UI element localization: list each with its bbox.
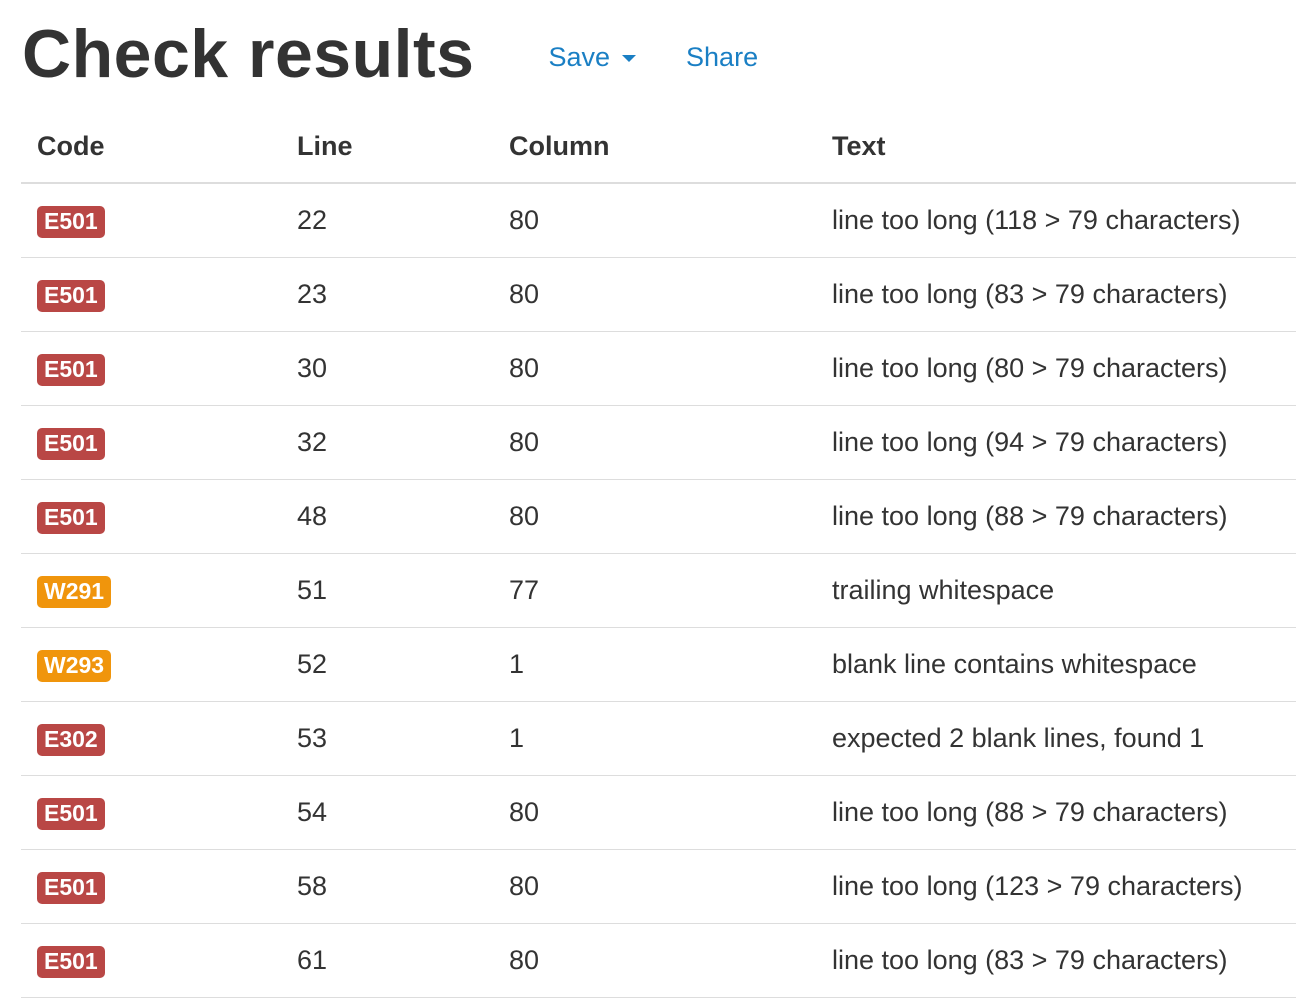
table-row: W293 52 1 blank line contains whitespace: [21, 627, 1296, 702]
share-link[interactable]: Share: [686, 41, 759, 72]
caret-down-icon: [622, 55, 637, 62]
column-cell: 1: [493, 701, 816, 776]
column-cell: 80: [493, 479, 816, 554]
code-cell: E501: [21, 849, 281, 924]
code-cell: E501: [21, 257, 281, 332]
column-header-line: Line: [281, 110, 493, 184]
save-dropdown-button[interactable]: Save: [548, 41, 637, 73]
error-code-badge: E501: [37, 353, 105, 386]
table-row: E501 61 80 line too long (83 > 79 character…: [21, 923, 1296, 998]
header-row: Code Line Column Text: [21, 110, 1296, 184]
column-header-column: Column: [493, 110, 816, 184]
results-table-head: Code Line Column Text: [21, 110, 1296, 184]
code-cell: E302: [21, 701, 281, 776]
error-code-badge: E501: [37, 501, 105, 534]
line-cell: 51: [281, 553, 493, 628]
header-actions: Save Share: [548, 42, 758, 73]
column-cell: 80: [493, 183, 816, 258]
column-cell: 80: [493, 849, 816, 924]
code-cell: W291: [21, 553, 281, 628]
column-cell: 80: [493, 405, 816, 480]
line-cell: 22: [281, 183, 493, 258]
text-cell: line too long (88 > 79 characters): [816, 479, 1296, 554]
column-cell: 80: [493, 331, 816, 406]
line-cell: 52: [281, 627, 493, 702]
column-header-text: Text: [816, 110, 1296, 184]
header: Check results Save Share: [22, 6, 758, 102]
column-cell: 80: [493, 775, 816, 850]
line-cell: 30: [281, 331, 493, 406]
error-code-badge: E501: [37, 871, 105, 904]
table-row: E302 53 1 expected 2 blank lines, found 1: [21, 701, 1296, 776]
table-row: W291 51 77 trailing whitespace: [21, 553, 1296, 628]
text-cell: line too long (94 > 79 characters): [816, 405, 1296, 480]
code-cell: E501: [21, 183, 281, 258]
line-cell: 48: [281, 479, 493, 554]
line-cell: 23: [281, 257, 493, 332]
line-cell: 58: [281, 849, 493, 924]
text-cell: line too long (83 > 79 characters): [816, 923, 1296, 998]
text-cell: line too long (118 > 79 characters): [816, 183, 1296, 258]
line-cell: 32: [281, 405, 493, 480]
table-row: E501 54 80 line too long (88 > 79 character…: [21, 775, 1296, 850]
line-cell: 53: [281, 701, 493, 776]
text-cell: blank line contains whitespace: [816, 627, 1296, 702]
table-row: E501 48 80 line too long (88 > 79 character…: [21, 479, 1296, 554]
text-cell: line too long (80 > 79 characters): [816, 331, 1296, 406]
warning-code-badge: W291: [37, 575, 112, 608]
table-row: E501 30 80 line too long (80 > 79 character…: [21, 331, 1296, 406]
save-label: Save: [548, 41, 611, 72]
error-code-badge: E501: [37, 797, 105, 830]
error-code-badge: E302: [37, 723, 105, 756]
error-code-badge: E501: [37, 205, 105, 238]
code-cell: W293: [21, 627, 281, 702]
code-cell: E501: [21, 331, 281, 406]
line-cell: 54: [281, 775, 493, 850]
code-cell: E501: [21, 923, 281, 998]
table-row: E501 23 80 line too long (83 > 79 character…: [21, 257, 1296, 332]
results-table: Code Line Column Text E501 22 80 line too l…: [21, 110, 1296, 998]
table-row: E501 22 80 line too long (118 > 79 characte…: [21, 183, 1296, 258]
line-cell: 61: [281, 923, 493, 998]
text-cell: line too long (83 > 79 characters): [816, 257, 1296, 332]
text-cell: line too long (88 > 79 characters): [816, 775, 1296, 850]
column-cell: 1: [493, 627, 816, 702]
text-cell: expected 2 blank lines, found 1: [816, 701, 1296, 776]
text-cell: trailing whitespace: [816, 553, 1296, 628]
page-title: Check results: [22, 16, 475, 92]
warning-code-badge: W293: [37, 649, 112, 682]
column-cell: 77: [493, 553, 816, 628]
code-cell: E501: [21, 479, 281, 554]
error-code-badge: E501: [37, 279, 105, 312]
error-code-badge: E501: [37, 427, 105, 460]
results-table-body: E501 22 80 line too long (118 > 79 characte…: [21, 183, 1296, 998]
error-code-badge: E501: [37, 945, 105, 978]
code-cell: E501: [21, 775, 281, 850]
code-cell: E501: [21, 405, 281, 480]
column-cell: 80: [493, 923, 816, 998]
column-header-code: Code: [21, 110, 281, 184]
column-cell: 80: [493, 257, 816, 332]
table-row: E501 32 80 line too long (94 > 79 character…: [21, 405, 1296, 480]
text-cell: line too long (123 > 79 characters): [816, 849, 1296, 924]
table-row: E501 58 80 line too long (123 > 79 characte…: [21, 849, 1296, 924]
